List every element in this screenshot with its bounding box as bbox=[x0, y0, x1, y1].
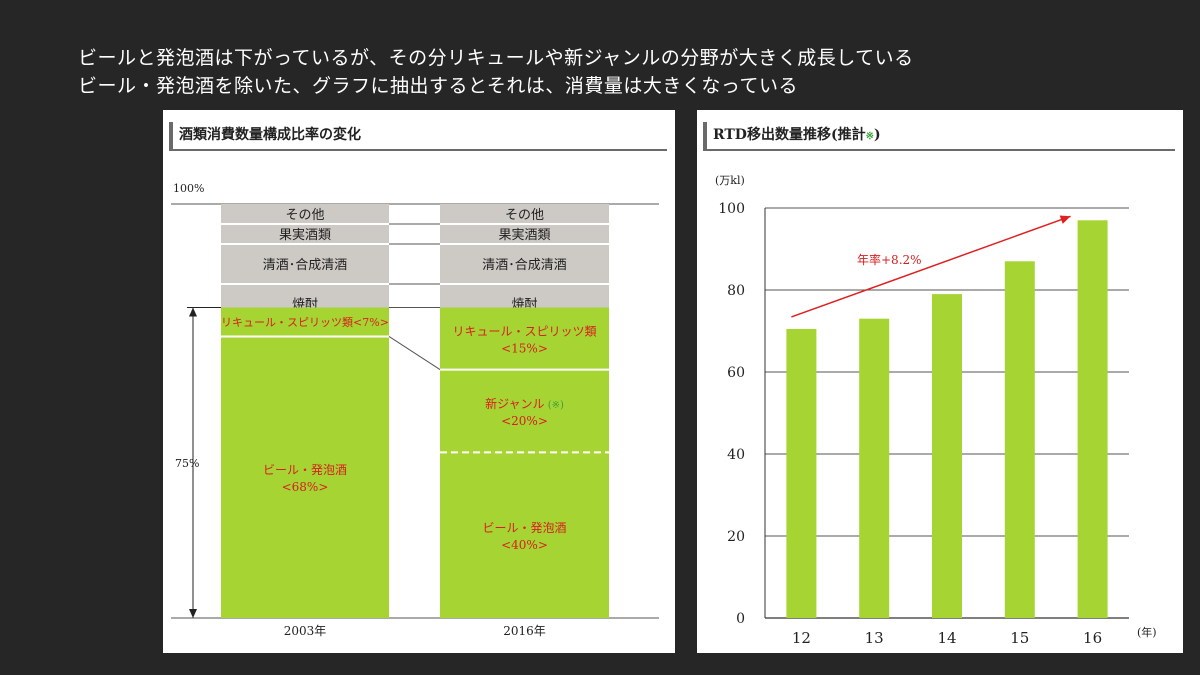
bracket-arrow-bottom bbox=[189, 609, 197, 618]
y-tick-label: 40 bbox=[727, 447, 745, 463]
segment-label: 新ジャンル (※) bbox=[485, 396, 564, 411]
segment-value-label: <40%> bbox=[501, 538, 548, 552]
stack-segment bbox=[440, 369, 609, 453]
stack-segment bbox=[440, 452, 609, 618]
rtd-title-mark: ※ bbox=[865, 131, 874, 142]
trend-arrow-head bbox=[1059, 215, 1071, 224]
bar bbox=[1004, 261, 1035, 618]
y-tick-label: 20 bbox=[727, 529, 745, 545]
composition-chart-title: 酒類消費数量構成比率の変化 bbox=[169, 122, 667, 151]
y-tick-label: 100 bbox=[718, 201, 745, 217]
stack-segment bbox=[221, 336, 389, 618]
trend-arrow-line bbox=[791, 215, 1071, 318]
segment-label: リキュール・スピリッツ類 bbox=[452, 325, 596, 339]
segment-label: 清酒･合成清酒 bbox=[263, 258, 348, 273]
bracket-75-label: 75% bbox=[175, 457, 199, 470]
rtd-chart-panel: RTD移出数量推移(推計※) (万kl) 0 20 40 60 80 100 12 13 14 15… bbox=[697, 110, 1183, 653]
segment-label: 果実酒類 bbox=[498, 227, 550, 243]
segment-label: ビール・発泡酒 bbox=[482, 521, 566, 535]
category-label: 2003年 bbox=[284, 624, 327, 638]
rtd-chart: (万kl) 0 20 40 60 80 100 12 13 14 15 16 (年) 年率+8.2% bbox=[715, 174, 1157, 647]
segment-label: リキュール・スピリッツ類<7%> bbox=[221, 316, 389, 329]
heading-line-2: ビール・発泡酒を除いた、グラフに抽出するとそれは、消費量は大きくなっている bbox=[78, 75, 798, 97]
x-tick-label: 15 bbox=[1010, 629, 1029, 647]
stack-segment-other bbox=[440, 204, 609, 224]
x-axis-unit: (年) bbox=[1137, 625, 1157, 639]
heading-line-1: ビールと発泡酒は下がっているが、その分リキュールや新ジャンルの分野が大きく成長し… bbox=[78, 47, 914, 69]
y-tick-label: 80 bbox=[727, 283, 745, 299]
x-tick-label: 16 bbox=[1083, 629, 1102, 647]
segment-label: 果実酒類 bbox=[279, 227, 331, 243]
bar bbox=[786, 328, 817, 618]
bracket-arrow-top bbox=[189, 307, 197, 317]
x-tick-label: 12 bbox=[792, 629, 811, 647]
rtd-chart-title: RTD移出数量推移(推計※) bbox=[703, 122, 1175, 151]
segment-value-label: <68%> bbox=[282, 480, 329, 494]
stack-segment-other bbox=[221, 204, 389, 224]
y-tick-label: 0 bbox=[736, 611, 745, 627]
stack-segment-other bbox=[440, 224, 609, 244]
stack-segment-other bbox=[221, 224, 389, 244]
x-tick-label: 14 bbox=[937, 629, 956, 647]
composition-chart-panel: 酒類消費数量構成比率の変化 100% 75% その他 果実酒類 清酒･合成清酒 焼酎 ビール… bbox=[163, 110, 675, 653]
segment-label: 清酒･合成清酒 bbox=[482, 258, 567, 273]
segment-label: ビール・発泡酒 bbox=[263, 463, 347, 477]
bar bbox=[932, 294, 962, 618]
stack-segment-other bbox=[221, 244, 389, 284]
new-genre-mark: (※) bbox=[545, 400, 564, 411]
bar bbox=[1077, 220, 1108, 619]
ytop-label: 100% bbox=[173, 182, 204, 195]
segment-value-label: <15%> bbox=[501, 342, 548, 356]
stack-segment-other bbox=[440, 244, 609, 284]
segment-label: その他 bbox=[285, 208, 324, 223]
segment-value-label: <20%> bbox=[501, 414, 548, 428]
y-axis-unit: (万kl) bbox=[715, 174, 745, 187]
stack-segment bbox=[221, 307, 389, 337]
segment-label: その他 bbox=[505, 208, 544, 223]
connector-line bbox=[388, 336, 441, 371]
stack-segment bbox=[440, 307, 609, 370]
x-tick-label: 13 bbox=[865, 629, 884, 647]
composition-chart: 100%75%その他果実酒類清酒･合成清酒焼酎ビール・発泡酒<68%>リキュール… bbox=[171, 182, 659, 638]
category-label: 2016年 bbox=[503, 624, 546, 638]
bar bbox=[859, 318, 890, 618]
trend-annotation: 年率+8.2% bbox=[857, 252, 922, 267]
y-tick-label: 60 bbox=[727, 365, 745, 381]
